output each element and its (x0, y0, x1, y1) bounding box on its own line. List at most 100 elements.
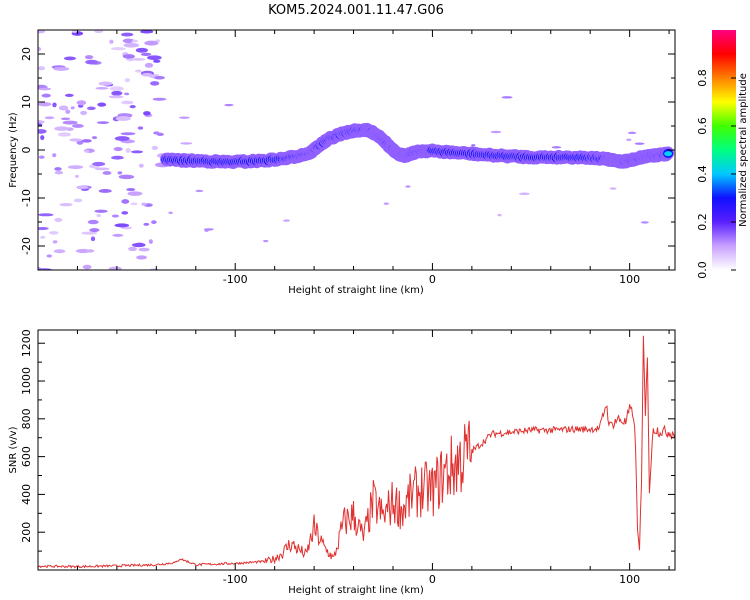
spectrogram-noise-mark (76, 100, 87, 106)
spectrogram-noise-mark (81, 231, 98, 235)
spectrogram-noise-mark (640, 221, 649, 224)
spectrogram-ylabel: Frequency (Hz) (8, 112, 19, 188)
spectrogram-noise-mark (129, 104, 136, 109)
spectrogram-noise-mark (124, 92, 130, 96)
spectrogram-noise-mark (98, 189, 112, 193)
snr-ytick-label: 600 (20, 446, 33, 467)
spectrogram-noise-mark (48, 231, 59, 235)
spectrogram-xtick-label: -100 (223, 273, 248, 286)
spectrogram-noise-mark (490, 130, 502, 134)
spectrogram-noise-mark (40, 135, 45, 141)
spectrogram-noise-mark (153, 131, 160, 135)
spectrogram-noise-mark (124, 78, 131, 83)
spectrogram-noise-mark (38, 66, 46, 71)
spectrogram-noise-mark (143, 111, 151, 116)
spectrogram-noise-mark (134, 242, 145, 248)
snr-frame (37, 329, 676, 571)
spectrogram-noise-mark (52, 153, 57, 158)
spectrogram-noise-mark (112, 233, 124, 237)
spectrogram-noise-mark (57, 132, 71, 137)
spectrogram-noise-mark (41, 93, 51, 98)
spectrogram-noise-mark (94, 30, 104, 34)
spectrogram-noise-mark (97, 102, 107, 107)
spectrogram-noise-mark (87, 219, 99, 225)
spectrogram-noise-mark (115, 115, 131, 121)
spectrogram-marks (38, 30, 675, 270)
snr-xlabel: Height of straight line (km) (288, 585, 424, 596)
spectrogram-noise-mark (126, 188, 136, 192)
spectrogram-ytick-label: -10 (20, 189, 33, 207)
spectrogram-noise-mark (148, 239, 153, 244)
spectrogram-noise-mark (54, 126, 70, 131)
spectrogram-noise-mark (85, 59, 98, 65)
spectrogram-noise-mark (109, 39, 114, 44)
spectrogram-noise-mark (108, 95, 124, 99)
spectrogram-noise-mark (138, 247, 150, 252)
spectrogram-noise-mark (46, 254, 52, 258)
figure-title: KOM5.2024.001.11.47.G06 (268, 3, 444, 18)
spectrogram-noise-mark (82, 264, 92, 270)
snr-ytick-label: 1000 (20, 367, 33, 395)
spectrogram-noise-mark (74, 174, 79, 178)
colorbar-tick-label: 0.0 (696, 261, 709, 279)
spectrogram-noise-mark (130, 150, 144, 154)
spectrogram-noise-mark (135, 47, 148, 53)
spectrogram-noise-mark (121, 100, 134, 105)
spectrogram-noise-mark (113, 146, 123, 152)
snr-xtick-label: 0 (429, 573, 436, 586)
spectrogram-noise-mark (111, 90, 123, 96)
spectrogram-noise-mark (38, 129, 47, 134)
spectrogram-noise-mark (137, 126, 144, 130)
spectrogram-noise-mark (204, 229, 209, 232)
spectrogram-noise-mark (195, 189, 204, 193)
spectrogram-noise-mark (114, 136, 130, 141)
spectrogram-noise-mark (73, 198, 83, 203)
spectrogram-noise-mark (123, 42, 140, 48)
spectrogram-noise-mark (143, 222, 150, 226)
spectrogram-noise-mark (120, 132, 136, 136)
spectrogram-noise-mark (151, 220, 157, 225)
snr-ytick-label: 200 (20, 522, 33, 543)
spectrogram-noise-mark (125, 148, 131, 153)
colorbar: 0.0 0.2 0.4 0.6 0.8 Normalized spectral ampl… (696, 30, 749, 279)
spectrogram-noise-mark (89, 228, 100, 233)
spectrogram-noise-mark (94, 167, 110, 171)
spectrogram-noise-mark (54, 170, 64, 175)
spectrogram-noise-mark (96, 214, 101, 217)
spectrogram-noise-mark (471, 144, 476, 147)
spectrogram-noise-mark (153, 59, 161, 63)
spectrogram-noise-mark (135, 69, 142, 73)
spectrogram-noise-mark (283, 219, 290, 222)
spectrogram-noise-mark (92, 161, 106, 167)
spectrogram-noise-mark (497, 213, 502, 217)
spectrogram-noise-mark (38, 213, 54, 217)
spectrogram-noise-mark (40, 235, 46, 239)
spectrogram-noise-mark (180, 142, 193, 145)
spectrogram-noise-mark (64, 93, 74, 97)
colorbar-label: Normalized spectral amplitude (738, 73, 749, 227)
colorbar-tick-label: 0.6 (696, 117, 709, 135)
spectrogram-xlabel: Height of straight line (km) (288, 285, 424, 296)
spectrogram-noise-mark (52, 102, 57, 108)
spectrogram-noise-mark (127, 191, 143, 196)
spectrogram-noise-mark (38, 120, 45, 124)
snr-xtick-label: -100 (223, 573, 248, 586)
spectrogram-noise-mark (80, 110, 88, 116)
spectrogram-noise-mark (69, 138, 83, 142)
spectrogram-noise-mark (118, 174, 135, 180)
spectrogram-noise-mark (150, 81, 160, 86)
spectrogram-noise-mark (96, 121, 110, 124)
snr-panel: -100 0 100 200 400 600 800 1000 1200 Height of s… (8, 329, 676, 596)
spectrogram-ytick-label: -20 (20, 237, 33, 255)
spectrogram-ytick-label: 20 (20, 47, 33, 61)
spectrogram-xtick-label: 100 (619, 273, 640, 286)
spectrogram-noise-mark (144, 40, 159, 46)
colorbar-gradient (712, 30, 736, 270)
spectrogram-noise-mark (626, 138, 632, 142)
spectrogram-noise-mark (141, 72, 153, 77)
spectrogram-noise-mark (122, 54, 135, 59)
spectrogram-noise-mark (131, 39, 139, 43)
spectrogram-noise-mark (70, 106, 75, 110)
spectrogram-noise-mark (128, 246, 138, 252)
